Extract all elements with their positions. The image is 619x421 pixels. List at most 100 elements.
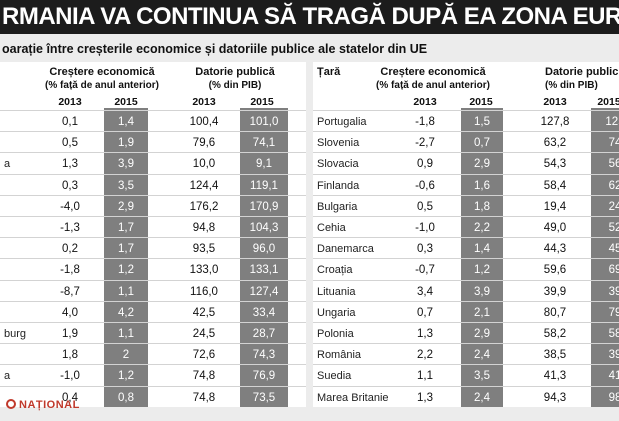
debt-2013-cell: 133,0 xyxy=(189,264,219,277)
growth-header: Creștere economică (% față de anul anteri… xyxy=(45,66,159,91)
table-row: 1,8 2 72,6 74,3 xyxy=(0,343,306,365)
table-row: Polonia 1,3 2,9 58,2 58 xyxy=(313,322,619,344)
country-name: Finlanda xyxy=(317,179,360,192)
year-2013-label: 2013 xyxy=(543,96,567,108)
table-row: -8,7 1,1 116,0 127,4 xyxy=(0,279,306,302)
country-name: a xyxy=(4,370,11,383)
debt-header: Datorie public (% din PIB) xyxy=(545,66,619,91)
debt-2015-cell: 9,1 xyxy=(256,158,272,171)
table-row: Suedia 1,1 3,5 41,3 41 xyxy=(313,364,619,386)
growth-2015-column xyxy=(461,108,503,407)
table-row: Lituania 3,4 3,9 39,9 39 xyxy=(313,279,619,302)
debt-2015-cell: 45 xyxy=(608,243,619,256)
debt-2013-cell: 79,6 xyxy=(192,137,216,150)
growth-2013-cell: 0,2 xyxy=(62,243,78,256)
debt-2013-cell: 100,4 xyxy=(189,116,219,128)
country-name: burg xyxy=(4,328,27,340)
page-title: RMANIA VA CONTINUA SĂ TRAGĂ DUPĂ EA ZONA… xyxy=(0,0,619,34)
table-row: 4,0 4,2 42,5 33,4 xyxy=(0,300,306,323)
debt-2015-cell: 62 xyxy=(608,179,619,192)
table-row: a 1,3 3,9 10,0 9,1 xyxy=(0,152,306,174)
debt-2015-cell: 104,3 xyxy=(249,222,279,234)
debt-2015-cell: 69 xyxy=(608,264,619,277)
table-row: 0,2 1,7 93,5 96,0 xyxy=(0,237,306,259)
growth-2015-cell: 1,7 xyxy=(118,222,134,234)
growth-2013-cell: 4,0 xyxy=(62,306,78,319)
debt-2015-cell: 98 xyxy=(608,391,619,404)
debt-2013-cell: 58,4 xyxy=(543,179,567,192)
debt-2015-cell: 76,9 xyxy=(252,370,276,383)
debt-2015-cell: 24 xyxy=(608,200,619,213)
growth-2015-cell: 1,5 xyxy=(474,116,490,128)
debt-2013-cell: 72,6 xyxy=(192,349,216,362)
growth-2015-cell: 1,9 xyxy=(118,137,134,150)
growth-2015-cell: 2,9 xyxy=(474,158,490,171)
debt-2015-cell: 133,1 xyxy=(249,264,279,277)
growth-2013-cell: 0,5 xyxy=(417,200,433,213)
growth-2015-cell: 0,8 xyxy=(118,391,134,404)
country-name: Lituania xyxy=(317,285,356,298)
debt-2013-cell: 59,6 xyxy=(543,264,567,277)
growth-2015-cell: 0,7 xyxy=(474,137,490,150)
growth-2013-cell: -1,8 xyxy=(415,116,435,128)
table-row: -1,3 1,7 94,8 104,3 xyxy=(0,216,306,238)
growth-2013-cell: 3,4 xyxy=(417,285,433,298)
country-name: Polonia xyxy=(317,328,354,340)
debt-2015-column xyxy=(591,108,619,407)
growth-2015-cell: 2 xyxy=(122,349,130,362)
debt-2013-cell: 80,7 xyxy=(543,306,567,319)
table-row: Cehia -1,0 2,2 49,0 52 xyxy=(313,216,619,238)
growth-2013-cell: 0,3 xyxy=(62,179,78,192)
growth-2013-cell: -2,7 xyxy=(415,137,435,150)
debt-2015-cell: 39 xyxy=(608,349,619,362)
table-row: -4,0 2,9 176,2 170,9 xyxy=(0,194,306,217)
table-row: Finlanda -0,6 1,6 58,4 62 xyxy=(313,173,619,196)
country-header: Țară xyxy=(317,66,341,78)
growth-2013-cell: -4,0 xyxy=(60,200,80,213)
country-name: Marea Britanie xyxy=(317,391,389,404)
growth-2013-cell: -0,6 xyxy=(415,179,435,192)
growth-2013-cell: -1,0 xyxy=(60,370,80,383)
debt-2015-cell: 119,1 xyxy=(250,179,278,192)
debt-2015-cell: 39 xyxy=(608,285,619,298)
debt-2015-cell: 74,1 xyxy=(252,137,276,150)
year-2015-label: 2015 xyxy=(597,96,619,108)
debt-2013-cell: 38,5 xyxy=(543,349,567,362)
debt-2013-cell: 39,9 xyxy=(543,285,567,298)
table-row: România 2,2 2,4 38,5 39 xyxy=(313,343,619,365)
growth-2015-cell: 2,9 xyxy=(118,200,134,213)
country-name: România xyxy=(317,349,362,362)
growth-2013-cell: 1,3 xyxy=(62,158,78,171)
growth-2013-cell: 1,8 xyxy=(62,349,78,362)
growth-2015-cell: 2,9 xyxy=(474,328,490,340)
table-row: Bulgaria 0,5 1,8 19,4 24 xyxy=(313,194,619,217)
growth-2013-cell: 1,3 xyxy=(417,328,433,340)
table-row: 0,1 1,4 100,4 101,0 xyxy=(0,110,306,132)
debt-2013-cell: 41,3 xyxy=(543,370,567,383)
debt-2015-cell: 96,0 xyxy=(252,243,276,256)
table-row: Marea Britanie 1,3 2,4 94,3 98 xyxy=(313,385,619,407)
table-row: a -1,0 1,2 74,8 76,9 xyxy=(0,364,306,386)
growth-2015-cell: 1,1 xyxy=(118,285,134,298)
debt-2015-cell: 28,7 xyxy=(252,328,276,340)
page-subtitle: oarație între creșterile economice și da… xyxy=(2,42,428,56)
debt-2015-cell: 58 xyxy=(608,328,619,340)
growth-2015-column xyxy=(104,108,148,407)
debt-2015-cell: 170,9 xyxy=(249,200,279,213)
national-logo: NAȚIONAL xyxy=(6,399,80,411)
growth-2015-cell: 4,2 xyxy=(118,306,134,319)
country-name: a xyxy=(4,158,11,171)
debt-header: Datorie publică (% din PIB) xyxy=(195,66,275,91)
debt-2013-cell: 94,3 xyxy=(543,391,567,404)
country-name: Cehia xyxy=(317,222,346,234)
year-2013-label: 2013 xyxy=(192,96,216,108)
debt-2015-cell: 127,4 xyxy=(249,285,279,298)
debt-2013-cell: 49,0 xyxy=(543,222,567,234)
debt-2013-cell: 176,2 xyxy=(189,200,219,213)
debt-2013-cell: 127,8 xyxy=(540,116,570,128)
debt-2015-cell: 56 xyxy=(608,158,619,171)
growth-2013-cell: -8,7 xyxy=(60,285,80,298)
table-row: Portugalia -1,8 1,5 127,8 125 xyxy=(313,110,619,132)
country-name: Bulgaria xyxy=(317,200,358,213)
table-row: 0,4 0,8 74,8 73,5 xyxy=(0,385,306,408)
